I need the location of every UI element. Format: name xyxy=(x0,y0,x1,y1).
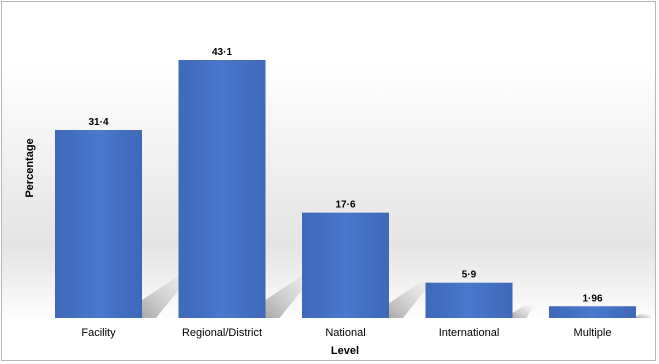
x-tick-label: Facility xyxy=(81,327,116,339)
x-tick-label: International xyxy=(439,327,500,339)
x-axis-title: Level xyxy=(331,345,359,357)
x-tick-label: Regional/District xyxy=(182,327,262,339)
data-label: 43·1 xyxy=(212,47,232,58)
bar-national xyxy=(302,212,389,318)
bar-shadow xyxy=(389,281,433,318)
data-label: 1·96 xyxy=(582,293,602,304)
x-tick-label: National xyxy=(325,327,365,339)
data-label: 31·4 xyxy=(88,117,108,128)
bar-multiple xyxy=(549,306,636,318)
bar-regional-district xyxy=(178,60,266,318)
bar-shadow xyxy=(636,313,650,318)
bar-shadow xyxy=(512,305,534,318)
bar-facility xyxy=(55,130,142,318)
x-tick-label: Multiple xyxy=(574,327,612,339)
bar-international xyxy=(425,282,513,318)
y-axis-title: Percentage xyxy=(24,138,36,197)
data-label: 5·9 xyxy=(462,270,477,281)
data-label: 17·6 xyxy=(335,200,355,211)
